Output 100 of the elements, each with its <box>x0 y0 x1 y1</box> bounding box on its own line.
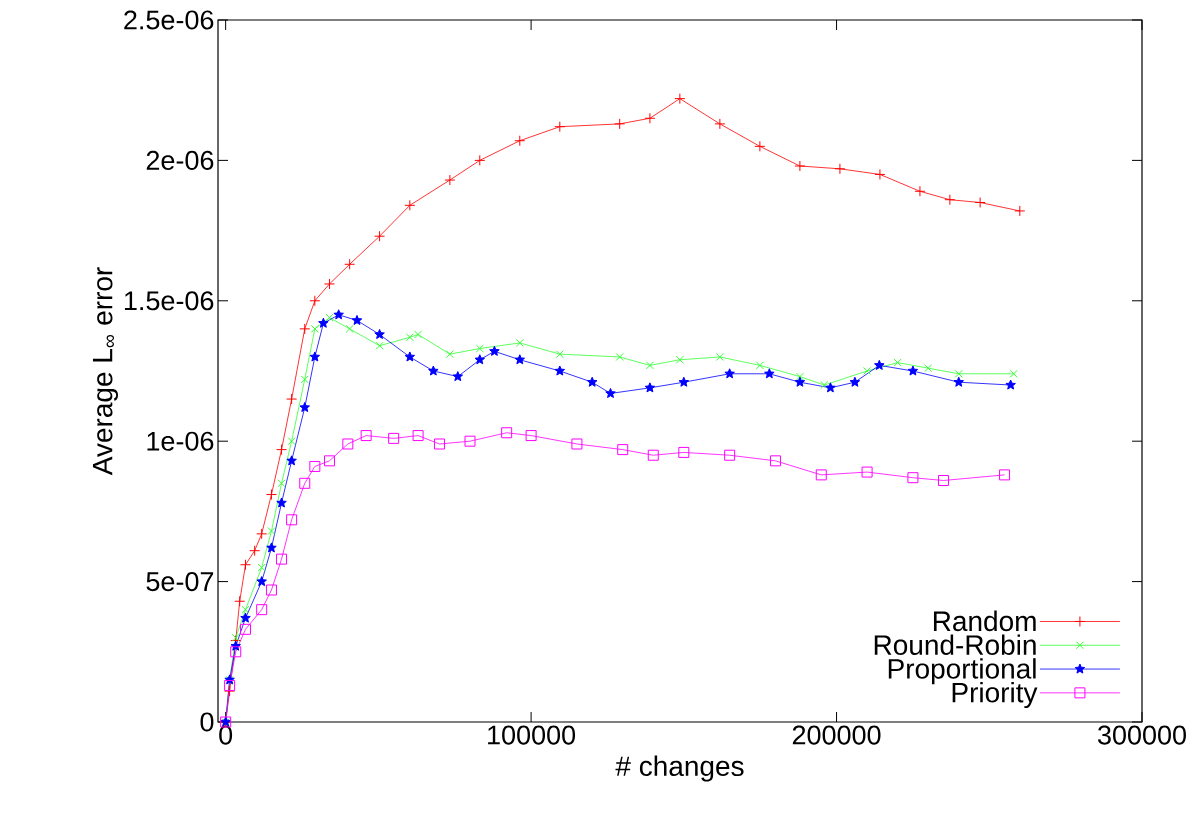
y-tick-label: 1.5e-06 <box>124 291 214 311</box>
x-tick-label: 300000 <box>1097 725 1186 745</box>
point <box>834 163 846 175</box>
point <box>795 372 804 381</box>
point <box>907 365 919 376</box>
point <box>374 230 386 242</box>
point <box>333 309 344 320</box>
y-tick-label: 0 <box>200 712 214 732</box>
point <box>475 344 484 353</box>
point <box>815 469 827 481</box>
point <box>586 376 598 387</box>
point <box>474 354 486 365</box>
point <box>374 328 385 340</box>
y-tick-label: 5e-07 <box>146 572 214 592</box>
point <box>324 455 335 467</box>
point <box>825 382 836 393</box>
point <box>231 633 240 642</box>
point <box>937 475 949 486</box>
x-axis-title: # changes <box>615 755 744 782</box>
x-tick-label: 200000 <box>792 725 881 745</box>
point <box>286 455 297 466</box>
point <box>644 382 656 393</box>
point <box>944 194 956 206</box>
point <box>286 514 298 526</box>
y-tick-label: 1e-06 <box>147 431 214 451</box>
point <box>954 369 963 378</box>
point <box>555 350 564 359</box>
point <box>474 154 486 166</box>
point <box>345 324 354 333</box>
point <box>324 278 335 290</box>
point <box>344 258 356 270</box>
point <box>674 93 686 105</box>
point <box>444 174 456 186</box>
y-tick-label: 2e-06 <box>146 150 214 170</box>
point <box>764 368 775 379</box>
point <box>241 605 250 614</box>
point <box>605 387 616 398</box>
point <box>1014 205 1026 217</box>
point <box>277 479 286 488</box>
point <box>554 121 566 133</box>
point <box>794 376 806 387</box>
point <box>464 435 476 447</box>
point <box>276 497 287 508</box>
point <box>234 595 246 607</box>
point <box>276 553 288 565</box>
point <box>647 449 659 461</box>
point <box>414 330 423 339</box>
point <box>724 449 736 461</box>
point <box>249 545 261 557</box>
point <box>769 455 781 467</box>
point <box>309 295 321 307</box>
point <box>325 313 334 322</box>
point <box>999 469 1011 481</box>
y-axis-title: Average L$_{∞}$ error <box>92 267 119 476</box>
point <box>318 317 329 328</box>
point <box>266 542 277 553</box>
point <box>299 323 311 335</box>
point <box>240 623 251 635</box>
point <box>501 427 513 439</box>
point <box>893 358 902 367</box>
point <box>554 365 566 376</box>
point <box>724 368 735 379</box>
point <box>412 430 424 442</box>
point <box>874 168 886 180</box>
point <box>265 584 277 596</box>
point <box>342 438 354 450</box>
point <box>224 685 236 697</box>
point <box>405 333 414 342</box>
point <box>360 430 372 442</box>
point <box>428 365 439 376</box>
point <box>299 401 311 413</box>
point <box>224 679 236 691</box>
point <box>240 612 251 623</box>
point <box>267 527 276 536</box>
x-tick-label: 0 <box>219 725 233 745</box>
point <box>404 199 416 211</box>
point <box>755 361 764 370</box>
point <box>644 112 656 124</box>
point <box>257 563 266 572</box>
point <box>452 371 464 382</box>
point <box>375 341 384 350</box>
point <box>794 160 806 172</box>
point <box>433 438 445 450</box>
point <box>388 432 400 444</box>
point <box>256 528 268 540</box>
y-tick-label: 2.5e-06 <box>124 10 214 30</box>
point <box>515 338 524 347</box>
point <box>310 324 319 333</box>
point <box>678 376 690 387</box>
point <box>715 352 724 361</box>
point <box>678 446 690 458</box>
point <box>489 345 500 356</box>
point <box>914 185 926 197</box>
point <box>230 646 242 658</box>
point <box>287 437 296 446</box>
point <box>849 376 861 387</box>
point <box>1005 379 1016 390</box>
point <box>404 351 416 362</box>
point <box>615 352 624 361</box>
point <box>571 438 583 450</box>
